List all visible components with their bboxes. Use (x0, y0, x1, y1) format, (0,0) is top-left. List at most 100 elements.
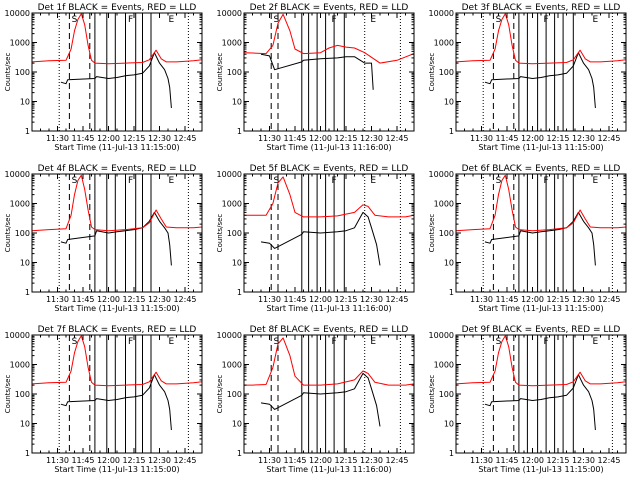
plot-frame (243, 334, 415, 454)
marker-label-e: E (370, 337, 376, 347)
y-tick-label: 1 (25, 449, 30, 458)
x-axis-title: Start Time (11-Jul-13 11:16:00) (266, 143, 391, 152)
x-tick-label: 12:45 (385, 134, 408, 143)
x-tick-label: 12:15 (334, 134, 357, 143)
x-tick-label: 12:30 (360, 295, 383, 304)
y-tick-label: 1000 (434, 361, 454, 370)
panel-title: Det 2f BLACK = Events, RED = LLD (250, 3, 409, 13)
marker-label-f: F (332, 176, 337, 186)
lld-line (456, 335, 626, 387)
events-line (484, 52, 596, 109)
panel-det-9: Det 9f BLACK = Events, RED = LLD S F E 1 10 10… (428, 325, 627, 474)
x-tick-label: 12:00 (309, 456, 332, 465)
y-tick-label: 10000 (5, 170, 30, 179)
plot-frame (455, 173, 627, 293)
y-tick-label: 10000 (429, 331, 454, 340)
x-tick-label: 12:30 (360, 456, 383, 465)
series-lines (244, 337, 414, 427)
x-tick-label: 11:30 (470, 134, 493, 143)
vertical-markers (482, 13, 613, 131)
y-axis-title: Counts/sec (4, 53, 12, 92)
y-axis-title: Counts/sec (428, 214, 436, 253)
x-tick-label: 12:15 (122, 295, 145, 304)
panel-title: Det 7f BLACK = Events, RED = LLD (38, 325, 197, 335)
y-tick-label: 1000 (222, 200, 242, 209)
marker-label-s: S (496, 176, 502, 186)
marker-label-f: F (544, 15, 549, 25)
y-tick-label: 1000 (222, 39, 242, 48)
marker-label-s: S (72, 337, 78, 347)
x-tick-label: 11:45 (71, 456, 94, 465)
plot-frame (243, 173, 415, 293)
y-tick-label: 10 (444, 420, 454, 429)
panel-det-2: Det 2f BLACK = Events, RED = LLD S F E 1 10 10… (216, 3, 415, 152)
y-tick-label: 10 (20, 259, 30, 268)
y-tick-label: 100 (439, 390, 454, 399)
marker-label-f: F (544, 176, 549, 186)
marker-label-s: S (72, 15, 78, 25)
x-axis-title: Start Time (11-Jul-13 11:15:00) (478, 304, 603, 313)
x-tick-label: 12:45 (597, 295, 620, 304)
y-tick-label: 10 (444, 98, 454, 107)
events-line (260, 53, 374, 90)
y-tick-label: 10000 (217, 9, 242, 18)
y-tick-label: 1 (25, 288, 30, 297)
plot-frame (243, 12, 415, 132)
x-tick-label: 11:30 (46, 295, 69, 304)
y-tick-label: 1 (449, 127, 454, 136)
x-tick-label: 11:45 (495, 456, 518, 465)
x-axis-title: Start Time (11-Jul-13 11:15:00) (478, 143, 603, 152)
y-tick-label: 1 (237, 449, 242, 458)
y-tick-label: 1 (25, 127, 30, 136)
x-tick-label: 11:45 (71, 295, 94, 304)
series-lines (456, 13, 626, 109)
x-tick-label: 11:30 (470, 456, 493, 465)
lld-line (456, 13, 626, 65)
marker-label-f: F (128, 337, 133, 347)
vertical-markers (482, 174, 613, 292)
x-tick-label: 11:45 (495, 134, 518, 143)
y-tick-label: 1000 (434, 39, 454, 48)
x-tick-label: 11:45 (283, 295, 306, 304)
x-axis-title: Start Time (11-Jul-13 11:16:00) (266, 465, 391, 474)
series-lines (456, 174, 626, 266)
marker-label-f: F (128, 15, 133, 25)
x-tick-label: 11:45 (495, 295, 518, 304)
events-line (60, 211, 172, 266)
x-tick-label: 12:15 (122, 456, 145, 465)
marker-label-s: S (496, 337, 502, 347)
x-tick-label: 12:00 (521, 134, 544, 143)
lld-line (32, 174, 202, 232)
y-tick-label: 100 (227, 390, 242, 399)
marker-label-e: E (593, 337, 599, 347)
y-tick-label: 10000 (5, 9, 30, 18)
y-tick-label: 10000 (429, 9, 454, 18)
y-axis-title: Counts/sec (216, 375, 224, 414)
marker-label-e: E (593, 15, 599, 25)
marker-label-s: S (273, 176, 279, 186)
vertical-markers (58, 335, 189, 453)
marker-label-e: E (370, 15, 376, 25)
marker-label-s: S (496, 15, 502, 25)
x-tick-label: 12:30 (148, 295, 171, 304)
series-lines (32, 174, 202, 266)
panel-title: Det 8f BLACK = Events, RED = LLD (250, 325, 409, 335)
plot-frame (31, 334, 203, 454)
lld-line (32, 13, 202, 65)
x-tick-label: 12:30 (572, 295, 595, 304)
x-tick-label: 12:45 (173, 456, 196, 465)
marker-label-e: E (169, 176, 175, 186)
x-tick-label: 12:45 (597, 456, 620, 465)
events-line (484, 211, 596, 266)
lld-line (456, 174, 626, 232)
x-tick-label: 11:45 (283, 456, 306, 465)
y-tick-label: 100 (15, 229, 30, 238)
y-tick-label: 10000 (429, 170, 454, 179)
x-axis-title: Start Time (11-Jul-13 11:15:00) (54, 465, 179, 474)
series-lines (32, 335, 202, 431)
marker-label-e: E (370, 176, 376, 186)
x-tick-label: 12:00 (521, 295, 544, 304)
events-line (60, 52, 172, 109)
x-tick-label: 12:45 (173, 134, 196, 143)
